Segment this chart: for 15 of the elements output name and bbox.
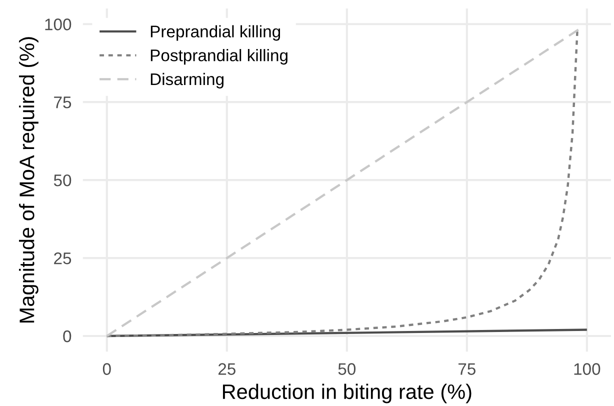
x-tick-label: 75 — [458, 363, 476, 375]
legend-label: Preprandial killing — [150, 25, 280, 41]
x-tick-label: 100 — [574, 363, 600, 375]
x-tick-label: 50 — [338, 363, 356, 375]
y-tick-label: 100 — [45, 18, 72, 30]
x-tick-label: 0 — [102, 363, 111, 375]
y-tick-label: 75 — [54, 96, 72, 108]
y-axis-title: Magnitude of MoA required (%) — [19, 37, 38, 323]
x-axis-title: Reduction in biting rate (%) — [222, 384, 472, 404]
legend-label: Postprandial killing — [150, 49, 288, 65]
legend-label: Disarming — [150, 72, 224, 88]
y-tick-label: 50 — [54, 174, 72, 186]
x-tick-label: 25 — [218, 363, 236, 375]
y-tick-label: 0 — [63, 330, 72, 342]
y-tick-label: 25 — [54, 252, 72, 264]
